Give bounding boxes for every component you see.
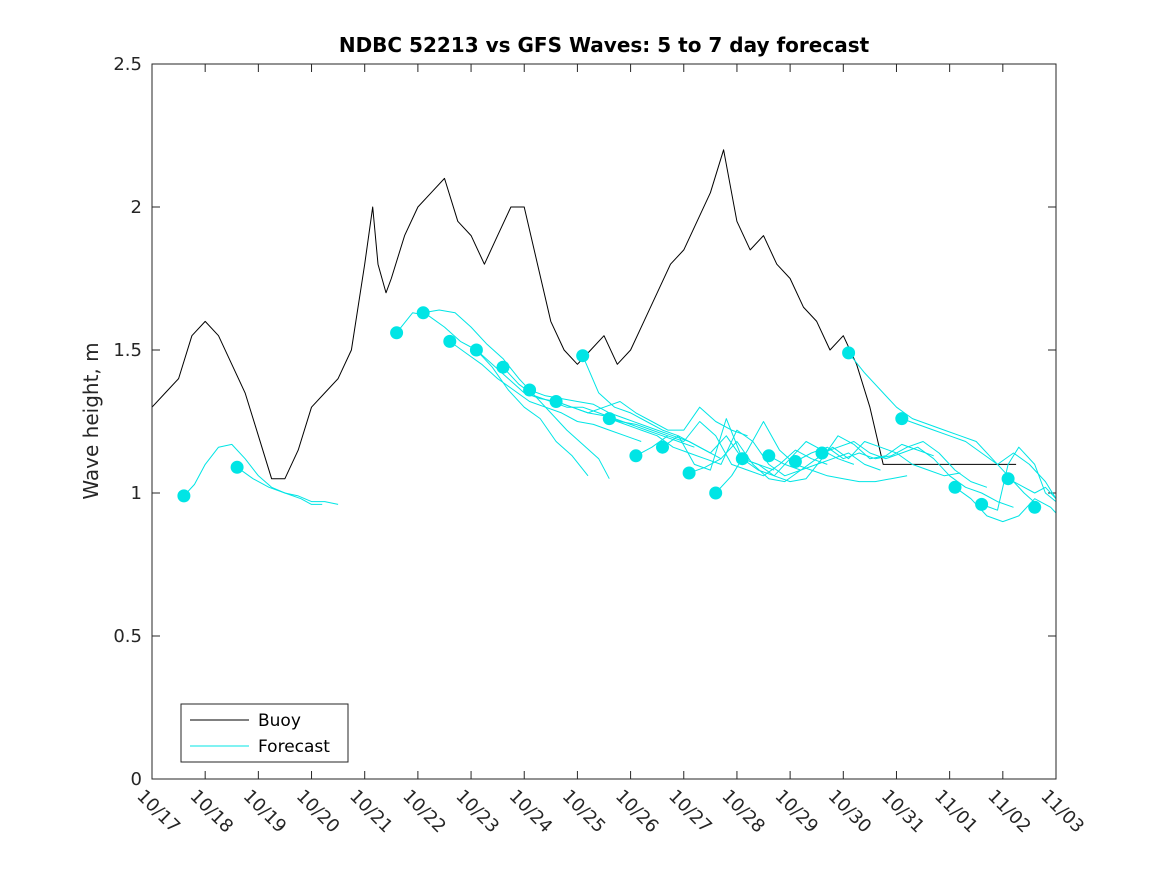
forecast-series-line <box>609 418 801 477</box>
forecast-marker <box>523 383 537 397</box>
y-tick-label: 2.5 <box>113 54 142 75</box>
forecast-marker <box>762 449 776 463</box>
forecast-series-line <box>635 421 828 477</box>
y-tick-label: 1 <box>131 483 142 504</box>
buoy-series-line <box>151 149 1017 480</box>
forecast-series-line <box>715 421 908 494</box>
y-axis-label: Wave height, m <box>79 342 103 499</box>
forecast-series-line <box>183 443 339 505</box>
y-tick-label: 2 <box>131 197 142 218</box>
forecast-marker <box>842 346 856 360</box>
forecast-marker <box>656 440 669 454</box>
forecast-series-line <box>795 441 988 488</box>
forecast-marker <box>390 326 404 340</box>
forecast-series-line <box>821 441 1014 508</box>
forecast-series-line <box>449 340 642 442</box>
forecast-marker <box>975 497 989 511</box>
forecast-series-line <box>1007 478 1057 500</box>
plot-frame <box>151 63 1057 780</box>
forecast-marker <box>230 460 244 474</box>
forecast-marker <box>895 412 909 426</box>
forecast-series-line <box>688 441 881 483</box>
forecast-series-line <box>502 366 695 448</box>
forecast-series-line <box>555 401 748 437</box>
forecast-marker <box>602 412 616 426</box>
forecast-marker <box>1001 472 1015 486</box>
legend-label-buoy: Buoy <box>258 711 301 731</box>
forecast-marker <box>549 395 563 408</box>
forecast-series-line <box>742 435 934 483</box>
y-tick-label: 0 <box>131 769 142 790</box>
forecast-marker <box>576 349 590 363</box>
forecast-marker <box>177 489 191 503</box>
forecast-marker <box>416 306 430 320</box>
forecast-marker <box>948 480 962 494</box>
forecast-marker <box>709 486 723 500</box>
legend-label-forecast: Forecast <box>258 737 330 757</box>
forecast-marker <box>443 334 457 348</box>
forecast-marker <box>1028 500 1042 514</box>
forecast-markers <box>177 306 1042 514</box>
forecast-marker <box>788 455 802 468</box>
y-tick-label: 0.5 <box>113 626 142 647</box>
forecast-series-line <box>901 418 1057 499</box>
y-tick-label: 1.5 <box>113 340 142 361</box>
forecast-marker <box>682 466 696 480</box>
forecast-series-line <box>954 486 1057 523</box>
forecast-series-line <box>423 309 610 479</box>
forecast-series-line <box>236 466 323 505</box>
forecast-marker <box>496 360 510 374</box>
forecast-marker <box>469 343 483 357</box>
forecast-series-line <box>768 441 961 477</box>
forecast-marker <box>629 449 643 463</box>
forecast-marker <box>815 446 829 460</box>
forecast-series-line <box>981 446 1057 511</box>
series-layer <box>151 149 1057 523</box>
legend-box <box>180 703 349 763</box>
chart-title: NDBC 52213 vs GFS Waves: 5 to 7 day fore… <box>339 33 870 57</box>
forecast-marker <box>735 452 749 466</box>
y-axis: 0 0.5 1 1.5 2 2.5 <box>113 54 1056 790</box>
legend: Buoy Forecast <box>180 703 349 763</box>
